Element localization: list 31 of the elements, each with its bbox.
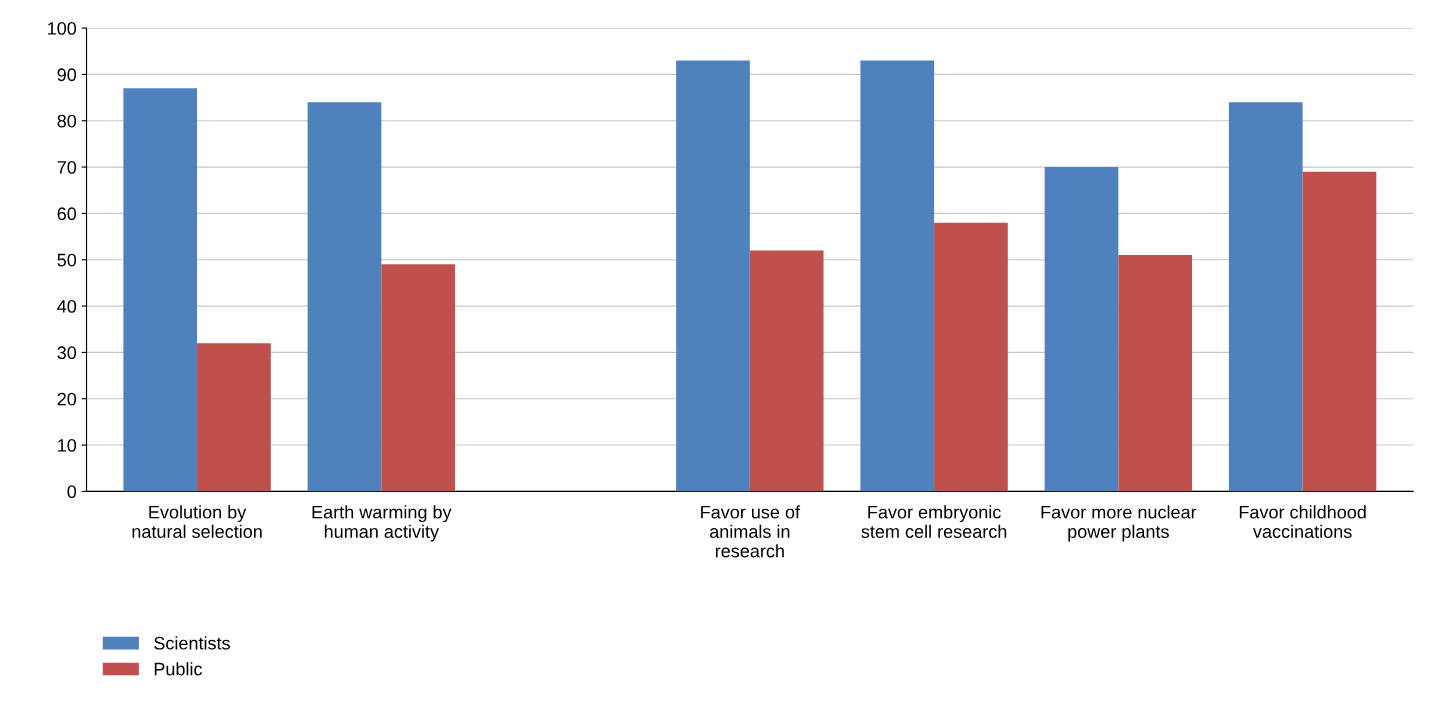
bar: [934, 222, 1008, 492]
y-tick-label: 70: [57, 161, 77, 174]
y-tick-label: 20: [57, 392, 77, 406]
bar: [1302, 171, 1377, 492]
x-tick-label: Favor use of animals in research: [701, 505, 801, 558]
y-tick-label: 40: [57, 300, 77, 313]
bar: [197, 343, 271, 492]
bar: [676, 60, 750, 492]
x-tick-label: Evolution by natural selection: [132, 505, 262, 538]
bar: [749, 250, 824, 492]
x-tick-label: Favor embryonic stem cell research: [861, 505, 1007, 538]
y-tick-label: 80: [57, 114, 77, 128]
y-tick-label: 0: [67, 485, 77, 499]
y-tick-label: 60: [57, 207, 77, 221]
bar: [123, 88, 198, 492]
bar: [381, 264, 456, 492]
legend-label: Scientists: [154, 636, 230, 650]
bar: [1118, 255, 1193, 492]
y-tick-label: 30: [57, 346, 77, 360]
legend-label: Public: [154, 662, 203, 676]
y-tick-label: 100: [48, 22, 77, 35]
y-tick-label: 90: [57, 68, 77, 82]
bar: [860, 60, 935, 492]
bar: [1228, 102, 1303, 492]
x-tick-label: Favor more nuclear power plants: [1041, 505, 1197, 542]
bar: [1044, 167, 1119, 492]
y-tick-label: 50: [57, 253, 77, 267]
bar: [307, 102, 382, 492]
y-tick-label: 10: [58, 439, 77, 452]
x-tick-label: Favor childhood vaccinations: [1239, 505, 1366, 538]
x-tick-label: Earth warming by human activity: [312, 505, 452, 542]
